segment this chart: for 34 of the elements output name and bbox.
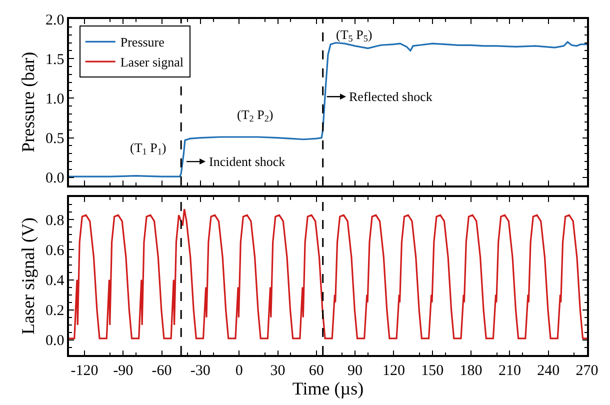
- y-axis-title: Pressure (bar): [18, 52, 38, 152]
- y-tick-label: 1.0: [46, 91, 64, 108]
- y-axis-title: Laser signal (V): [18, 218, 38, 335]
- annotation: (T$_{1}$ P$_{1}$): [130, 140, 166, 157]
- annotation: (T$_{5}$ P$_{5}$): [336, 27, 372, 44]
- x-tick-label: 180: [460, 362, 482, 379]
- y-tick-label: 0.4: [46, 273, 65, 290]
- x-tick-label: -120: [70, 362, 98, 379]
- y-tick-label: 0.0: [46, 170, 64, 187]
- annotation: Incident shock: [209, 154, 286, 169]
- x-tick-label: 0: [235, 362, 243, 379]
- x-tick-label: 240: [537, 362, 560, 379]
- x-tick-label: 210: [498, 362, 521, 379]
- legend-label: Pressure: [120, 34, 165, 50]
- y-tick-label: 0.5: [46, 131, 64, 148]
- y-tick-label: 1.5: [46, 52, 64, 68]
- y-tick-label: 0.2: [46, 303, 64, 320]
- x-tick-label: -60: [152, 362, 172, 379]
- y-tick-label: 0.6: [46, 242, 65, 259]
- x-tick-label: 30: [270, 362, 286, 379]
- annotation: Reflected shock: [349, 89, 433, 104]
- x-tick-label: 120: [382, 362, 405, 379]
- x-tick-label: 150: [421, 362, 444, 379]
- y-tick-label: 0.0: [46, 333, 64, 350]
- x-tick-label: 270: [576, 362, 598, 379]
- x-tick-label: 90: [348, 362, 363, 379]
- x-tick-label: 60: [308, 362, 324, 379]
- y-tick-label: 0.8: [46, 212, 64, 229]
- y-tick-label: 2.0: [46, 12, 64, 28]
- annotation: (T$_{2}$ P$_{2}$): [237, 107, 274, 124]
- x-axis-title: Time (µs): [292, 378, 364, 399]
- x-tick-label: -30: [190, 362, 210, 379]
- legend-label: Laser signal: [120, 54, 184, 70]
- x-tick-label: -90: [113, 362, 134, 379]
